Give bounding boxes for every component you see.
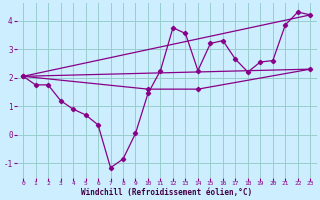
X-axis label: Windchill (Refroidissement éolien,°C): Windchill (Refroidissement éolien,°C)	[81, 188, 252, 197]
